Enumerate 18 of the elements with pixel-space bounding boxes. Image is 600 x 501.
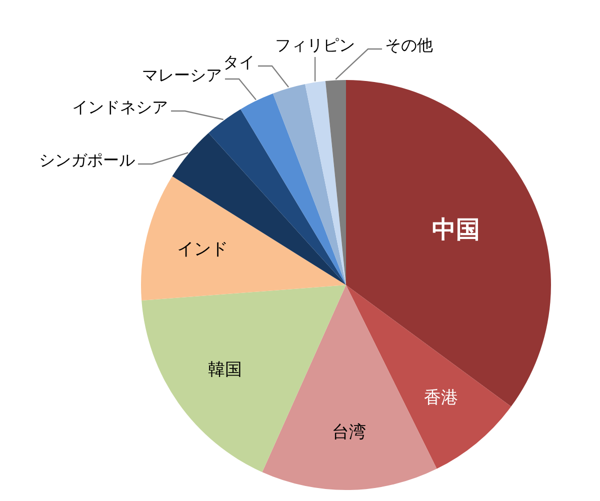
slice-label: 香港	[424, 388, 458, 408]
slice-label: フィリピン	[275, 36, 356, 54]
pie-slice	[305, 81, 346, 285]
slice-label: その他	[385, 36, 433, 54]
slice-label: マレーシア	[142, 66, 222, 84]
slice-label: シンガポール	[39, 150, 135, 170]
pie-slice	[208, 109, 346, 285]
slice-label: タイ	[223, 52, 255, 72]
slice-label: インド	[177, 240, 228, 260]
slice-label: 韓国	[208, 360, 242, 380]
slice-label: 中国	[432, 216, 480, 244]
slice-label: インドネシア	[72, 98, 168, 116]
pie-slice	[172, 132, 346, 285]
pie-slice	[346, 80, 551, 407]
pie-slice	[272, 84, 346, 285]
pie-slice	[240, 93, 346, 285]
slice-label: 台湾	[332, 422, 366, 443]
pie-slice	[141, 176, 346, 300]
